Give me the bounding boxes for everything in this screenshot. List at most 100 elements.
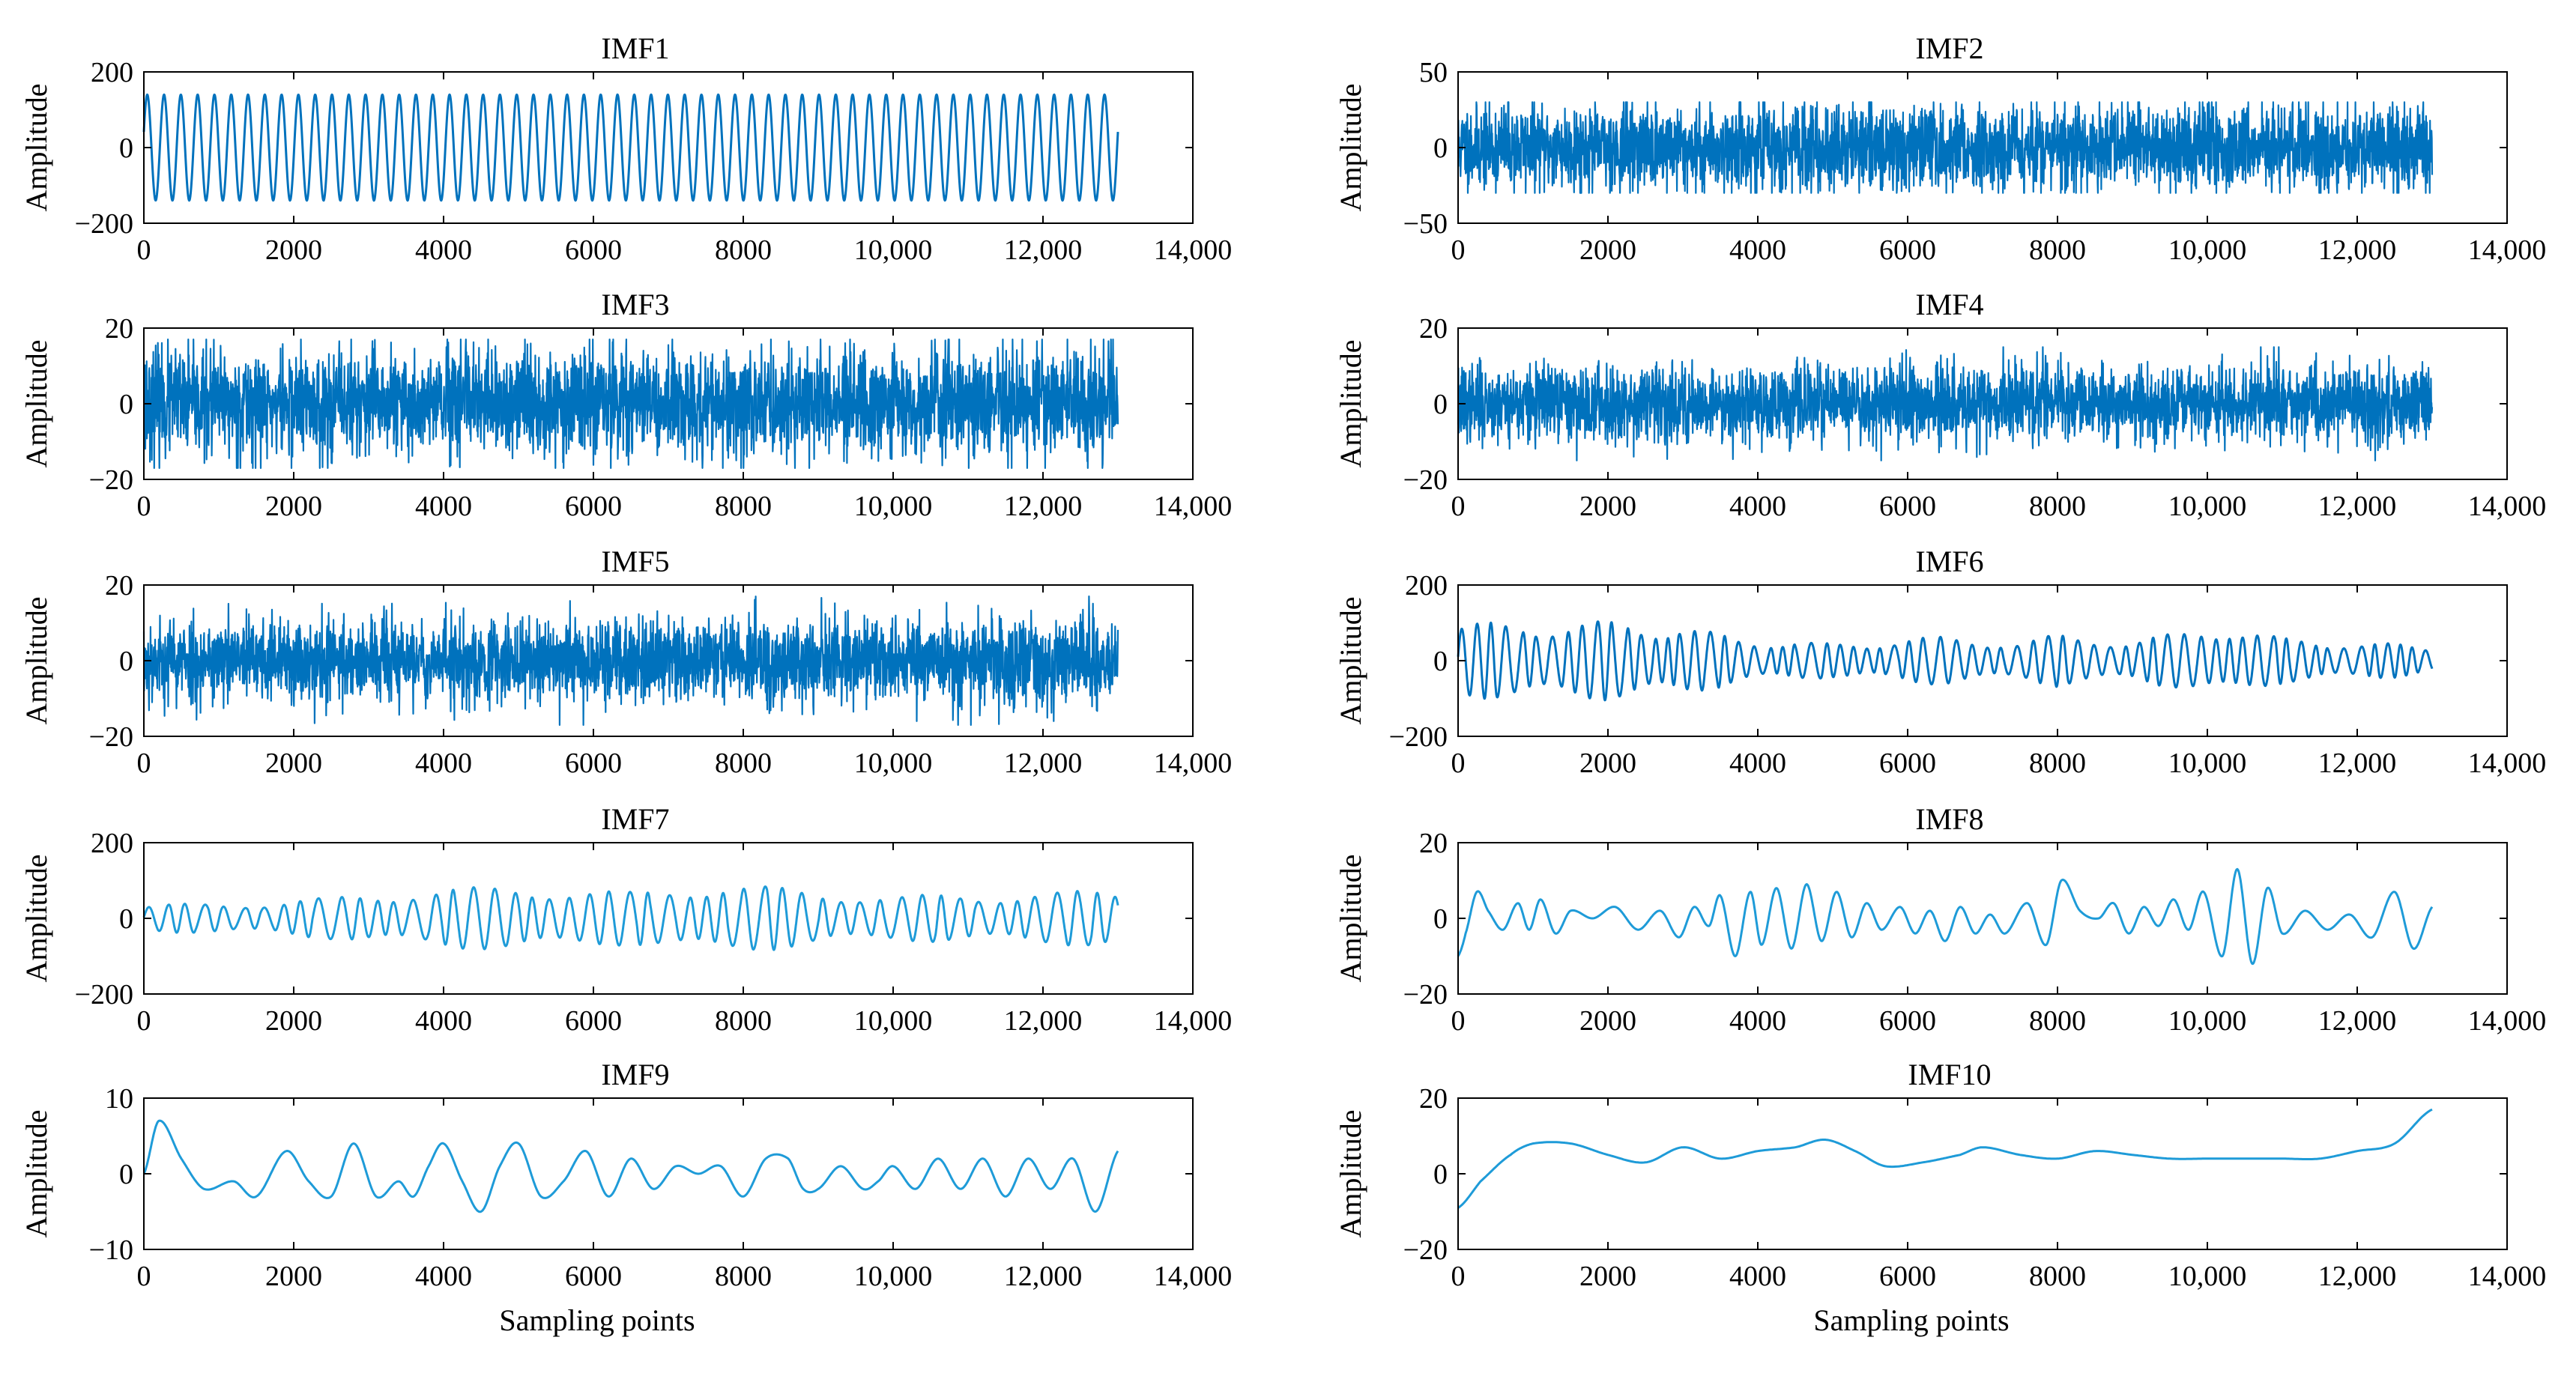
- imf9-series-line: [142, 1119, 1119, 1213]
- imf1-xtick-label: 2000: [265, 234, 322, 266]
- imf4-series-line: [1457, 346, 2434, 461]
- imf9-panel: IMF9 0 2000 4000 6000 8000 10,000 12,000 14,000 −…: [19, 1058, 1232, 1337]
- imf3-series-line: [142, 339, 1119, 469]
- imf8-ylabel: Amplitude: [1334, 854, 1367, 982]
- imf9-xtick-label: 10,000: [854, 1261, 933, 1292]
- imf8-xtick-label: 4000: [1729, 1005, 1786, 1037]
- imf8-xtick-label: 14,000: [2468, 1005, 2547, 1037]
- imf8-xtick-label: 8000: [2029, 1005, 2086, 1037]
- imf3-xtick-label: 8000: [715, 491, 772, 522]
- imf10-ytick-label: 20: [1419, 1083, 1448, 1115]
- imf2-series-line: [1457, 101, 2434, 194]
- imf10-ytick-label: −20: [1403, 1234, 1448, 1266]
- imf6-ylabel: Amplitude: [1334, 596, 1367, 724]
- imf10-xtick-label: 10,000: [2168, 1261, 2247, 1292]
- imf1-ylabel: Amplitude: [19, 83, 53, 211]
- imf2-xtick-label: 10,000: [2168, 234, 2247, 266]
- imf2-panel: IMF2 0 2000 4000 6000 8000 10,000 12,000 14,000 −…: [1334, 31, 2546, 266]
- imf4-ytick-label: 0: [1433, 389, 1448, 420]
- imf7-title: IMF7: [601, 802, 669, 836]
- imf7-axes-frame: [143, 842, 1194, 995]
- imf5-xtick-label: 10,000: [854, 748, 933, 779]
- imf5-series-line: [142, 595, 1119, 726]
- imf10-ylabel: Amplitude: [1334, 1109, 1367, 1237]
- imf1-ytick-label: −200: [75, 208, 133, 240]
- imf8-ytick-label: 0: [1433, 903, 1448, 935]
- imf8-series-line: [1457, 867, 2434, 966]
- imf4-ylabel: Amplitude: [1334, 339, 1367, 467]
- imf9-ytick-label: 0: [119, 1159, 133, 1190]
- imf6-xtick-label: 4000: [1729, 748, 1786, 779]
- imf2-ytick-label: 50: [1419, 57, 1448, 88]
- imf7-xtick-label: 12,000: [1004, 1005, 1083, 1037]
- imf3-ylabel: Amplitude: [19, 339, 53, 467]
- imf4-xtick-label: 12,000: [2318, 491, 2397, 522]
- imf5-ylabel: Amplitude: [19, 596, 53, 724]
- imf7-ylabel: Amplitude: [19, 854, 53, 982]
- imf2-ytick-label: 0: [1433, 133, 1448, 164]
- imf2-xtick-label: 8000: [2029, 234, 2086, 266]
- imf9-xtick-label: 12,000: [1004, 1261, 1083, 1292]
- imf3-xtick-label: 4000: [415, 491, 472, 522]
- imf3-xtick-label: 6000: [565, 491, 622, 522]
- imf2-ylabel: Amplitude: [1334, 83, 1367, 211]
- imf1-xtick-label: 12,000: [1004, 234, 1083, 266]
- imf2-xtick-label: 12,000: [2318, 234, 2397, 266]
- imf4-xtick-label: 0: [1451, 491, 1466, 522]
- imf2-xtick-label: 0: [1451, 234, 1466, 266]
- imf3-ytick-label: 20: [105, 313, 133, 345]
- imf1-ytick-label: 0: [119, 133, 133, 164]
- imf5-xtick-label: 14,000: [1154, 748, 1233, 779]
- imf4-ytick-label: 20: [1419, 313, 1448, 345]
- imf6-ytick-label: −200: [1389, 721, 1448, 753]
- imf7-ytick-label: −200: [75, 979, 133, 1010]
- imf1-xtick-label: 10,000: [854, 234, 933, 266]
- imf4-panel: IMF4 0 2000 4000 6000 8000 10,000 12,000 14,000 −…: [1334, 288, 2546, 522]
- imf10-xtick-label: 8000: [2029, 1261, 2086, 1292]
- imf5-xtick-label: 6000: [565, 748, 622, 779]
- imf5-xtick-label: 0: [137, 748, 151, 779]
- imf5-panel: IMF5 0 2000 4000 6000 8000 10,000 12,000 14,000 −…: [19, 545, 1232, 779]
- imf10-xtick-label: 2000: [1579, 1261, 1636, 1292]
- imf10-xtick-label: 12,000: [2318, 1261, 2397, 1292]
- imf8-ytick-label: 20: [1419, 828, 1448, 859]
- imf6-ytick-label: 0: [1433, 646, 1448, 677]
- imf8-xtick-label: 12,000: [2318, 1005, 2397, 1037]
- imf1-xtick-label: 8000: [715, 234, 772, 266]
- imf2-ytick-label: −50: [1403, 208, 1448, 240]
- imf9-ylabel: Amplitude: [19, 1109, 53, 1237]
- imf1-xtick-label: 6000: [565, 234, 622, 266]
- imf2-xtick-label: 4000: [1729, 234, 1786, 266]
- imf7-xtick-label: 0: [137, 1005, 151, 1037]
- imf7-ytick-label: 200: [91, 828, 133, 859]
- imf4-xtick-label: 6000: [1879, 491, 1936, 522]
- imf2-xtick-label: 6000: [1879, 234, 1936, 266]
- imf2-xtick-label: 2000: [1579, 234, 1636, 266]
- imf4-xtick-label: 4000: [1729, 491, 1786, 522]
- imf10-xtick-label: 4000: [1729, 1261, 1786, 1292]
- imf9-xtick-label: 4000: [415, 1261, 472, 1292]
- imf6-title: IMF6: [1915, 545, 1983, 578]
- imf9-xlabel: Sampling points: [499, 1303, 695, 1337]
- imf1-title: IMF1: [601, 31, 669, 65]
- imf10-xtick-label: 0: [1451, 1261, 1466, 1292]
- imf1-xtick-label: 14,000: [1154, 234, 1233, 266]
- imf3-title: IMF3: [601, 288, 669, 321]
- imf1-panel: IMF10 2000 4000 6000 8000 10,000 12,000 14,000−…: [19, 31, 1232, 266]
- imf3-panel: IMF3 0 2000 4000 6000 8000 10,000 12,000 14,000 −…: [19, 288, 1232, 522]
- imf3-ytick-label: −20: [89, 464, 133, 496]
- imf5-ytick-label: −20: [89, 721, 133, 753]
- imf10-series-line: [1457, 1108, 2433, 1209]
- imf5-xtick-label: 2000: [265, 748, 322, 779]
- imf8-ytick-label: −20: [1403, 979, 1448, 1010]
- imf7-xtick-label: 2000: [265, 1005, 322, 1037]
- imf8-xtick-label: 2000: [1579, 1005, 1636, 1037]
- imf6-xtick-label: 10,000: [2168, 748, 2247, 779]
- imf1-xtick-label: 0: [137, 234, 151, 266]
- imf6-xtick-label: 0: [1451, 748, 1466, 779]
- imf3-xtick-label: 2000: [265, 491, 322, 522]
- imf1-series-line: [142, 93, 1119, 202]
- imf7-xtick-label: 6000: [565, 1005, 622, 1037]
- imf7-series-line: [142, 885, 1119, 951]
